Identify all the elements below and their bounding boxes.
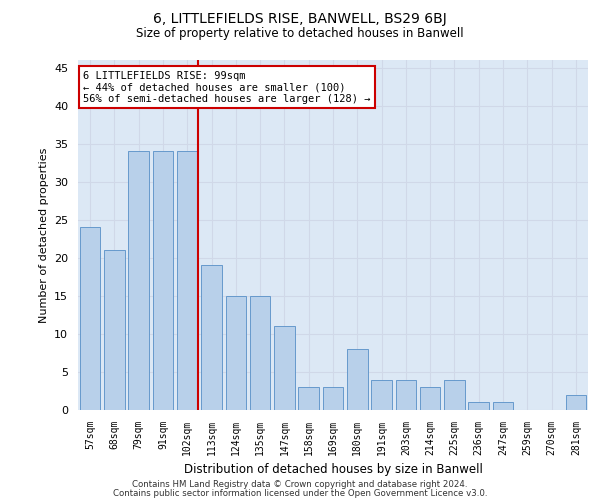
Text: Contains HM Land Registry data © Crown copyright and database right 2024.: Contains HM Land Registry data © Crown c… [132, 480, 468, 489]
Bar [323, 387, 343, 410]
Bar [493, 402, 514, 410]
Bar [128, 152, 149, 410]
Text: 6, LITTLEFIELDS RISE, BANWELL, BS29 6BJ: 6, LITTLEFIELDS RISE, BANWELL, BS29 6BJ [153, 12, 447, 26]
Bar [469, 402, 489, 410]
Bar [444, 380, 465, 410]
Bar [104, 250, 125, 410]
Bar [395, 380, 416, 410]
Bar [566, 395, 586, 410]
Y-axis label: Number of detached properties: Number of detached properties [38, 148, 49, 322]
Bar [226, 296, 246, 410]
Text: Size of property relative to detached houses in Banwell: Size of property relative to detached ho… [136, 28, 464, 40]
Text: 6 LITTLEFIELDS RISE: 99sqm
← 44% of detached houses are smaller (100)
56% of sem: 6 LITTLEFIELDS RISE: 99sqm ← 44% of deta… [83, 70, 371, 104]
Bar [250, 296, 271, 410]
Bar [347, 349, 368, 410]
Bar [152, 152, 173, 410]
Bar [274, 326, 295, 410]
X-axis label: Distribution of detached houses by size in Banwell: Distribution of detached houses by size … [184, 464, 482, 476]
Bar [298, 387, 319, 410]
Bar [177, 152, 197, 410]
Bar [371, 380, 392, 410]
Bar [420, 387, 440, 410]
Bar [80, 228, 100, 410]
Bar [201, 266, 222, 410]
Text: Contains public sector information licensed under the Open Government Licence v3: Contains public sector information licen… [113, 490, 487, 498]
